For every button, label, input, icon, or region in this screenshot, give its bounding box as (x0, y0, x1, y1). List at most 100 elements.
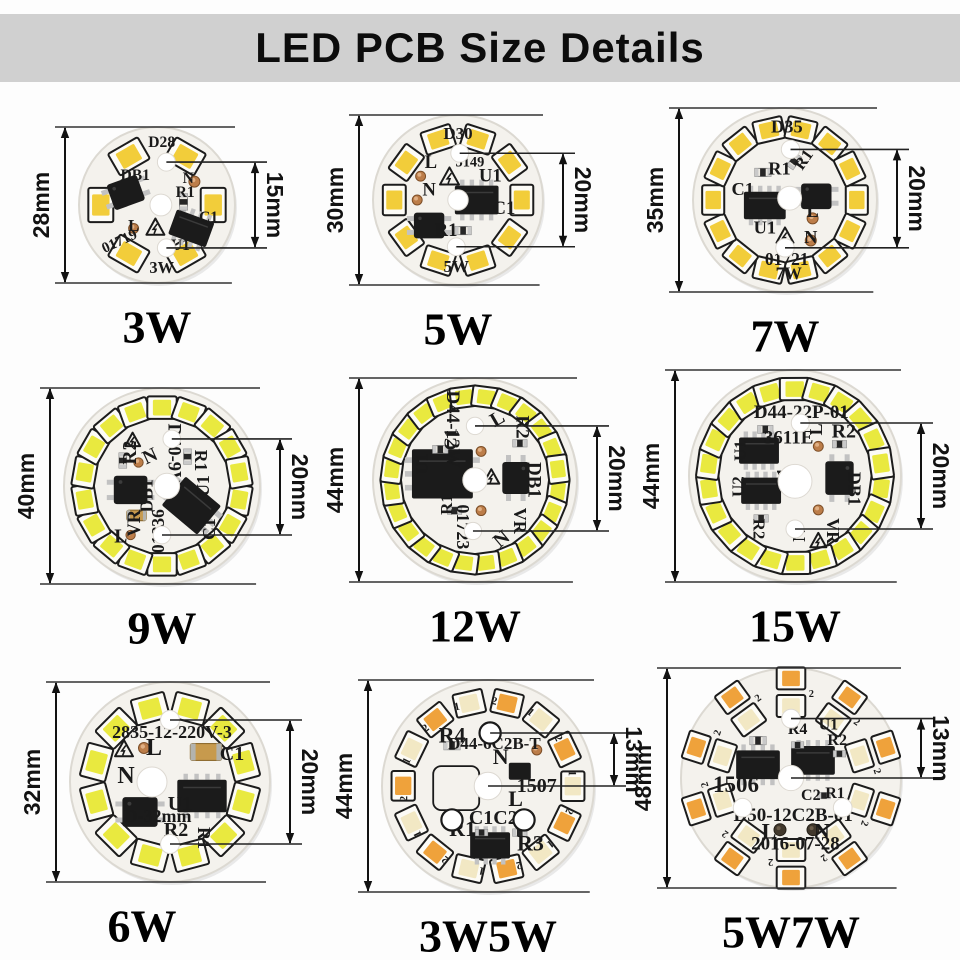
led-phosphor (549, 459, 566, 479)
led-phosphor (553, 811, 576, 835)
mounting-hole (462, 467, 488, 493)
silkscreen-text: L (425, 152, 437, 173)
arrowhead-up (592, 425, 602, 437)
led-phosphor (863, 500, 885, 524)
led-channel-number: 1 (453, 701, 461, 714)
mounting-hole (777, 185, 803, 211)
silkscreen-text: 2835-12-220V-3 (112, 722, 232, 742)
led-phosphor (458, 693, 480, 713)
led-chip (844, 184, 869, 216)
led-phosphor (513, 190, 530, 210)
mounting-hole (512, 808, 536, 832)
led-chip (775, 666, 807, 691)
dimension-outer: 44mm (638, 369, 901, 583)
outer-dimension-label: 32mm (19, 749, 45, 815)
silkscreen-text: D44-22P-01 (754, 402, 849, 423)
led-phosphor (782, 670, 800, 687)
arrowhead-up (45, 388, 55, 399)
led-phosphor (838, 686, 861, 709)
silkscreen-text: D-32mm (125, 806, 192, 826)
led-chip (751, 115, 787, 145)
led-phosphor (686, 736, 706, 758)
led-phosphor (427, 250, 450, 271)
arrowhead-up (674, 108, 684, 119)
silkscreen-text: 1506 (713, 772, 759, 797)
arrowhead-down (45, 573, 55, 584)
mounting-hole (440, 808, 464, 832)
led-chip (775, 838, 807, 862)
led-chip (547, 730, 582, 769)
led-phosphor (103, 822, 130, 849)
resistor (749, 736, 767, 746)
led-phosphor (152, 399, 172, 416)
led-phosphor (177, 697, 202, 720)
led-phosphor (728, 244, 752, 268)
led-chip (394, 803, 429, 842)
led-chip (509, 183, 535, 217)
led-chip (783, 255, 819, 285)
led-phosphor (200, 534, 224, 558)
solder-pad (804, 234, 817, 247)
led-phosphor (219, 435, 241, 459)
solder-pad (133, 457, 144, 468)
led-phosphor (830, 391, 854, 414)
outer-dimension-label: 44mm (322, 447, 348, 513)
dimension-outer: 44mm (331, 679, 594, 893)
capacitor (126, 509, 147, 522)
led-phosphor (863, 428, 885, 451)
led-phosphor (790, 260, 812, 280)
led-chip (714, 679, 751, 715)
dimension-outer: 30mm (322, 114, 543, 286)
silkscreen-text: R1 (191, 450, 211, 472)
silkscreen-text: L (114, 527, 127, 548)
arrowhead-up (51, 682, 61, 693)
led-chip (695, 471, 723, 506)
mounting-hole (149, 193, 173, 217)
resistor (179, 193, 188, 211)
led-phosphor (432, 393, 454, 413)
silkscreen-text: R2 (832, 421, 856, 443)
led-phosphor (75, 489, 94, 510)
silkscreen-text: C1 (220, 743, 244, 765)
led-phosphor (760, 549, 782, 570)
led-phosphor (232, 789, 255, 814)
led-phosphor (785, 381, 804, 397)
silkscreen-text: U1 (754, 218, 776, 238)
watt-label: 12W (429, 601, 521, 652)
silkscreen-text: L (128, 216, 139, 235)
led-phosphor (542, 437, 562, 459)
silkscreen-text: U1 (819, 717, 839, 734)
led-chip (721, 125, 759, 162)
dimension-inner: 20mm (472, 425, 630, 532)
outer-dimension-label: 44mm (638, 443, 664, 509)
bridge-rectifier (100, 175, 151, 210)
led-phosphor (809, 549, 831, 570)
inner-dimension-label: 13mm (621, 726, 647, 792)
silkscreen-text: D44-12W (442, 390, 463, 467)
led-chip (703, 212, 737, 250)
led-chip (870, 791, 902, 827)
led-phosphor (115, 241, 142, 266)
led-channel-number: 2 (515, 858, 523, 871)
led-chip (199, 186, 227, 224)
silkscreen-text: DB1 (524, 462, 545, 498)
led-chip (419, 244, 457, 277)
solder-pad (773, 823, 787, 837)
led-chip (224, 455, 254, 490)
silkscreen-text: D30 (443, 124, 472, 143)
silkscreen-text: N (183, 170, 195, 187)
silkscreen-text: L (806, 201, 818, 221)
arrowhead-up (275, 438, 285, 450)
silkscreen-text: D35 (771, 116, 803, 136)
led-chip (721, 238, 759, 275)
resistor (443, 741, 461, 751)
led-channel-number: 1 (411, 829, 424, 839)
arrowhead-up (662, 668, 672, 679)
resistor (757, 425, 774, 434)
led-chip (129, 837, 171, 873)
inner-dimension-label: 20mm (297, 749, 323, 815)
solder-pad (475, 445, 487, 457)
arrowhead-down (354, 571, 364, 582)
